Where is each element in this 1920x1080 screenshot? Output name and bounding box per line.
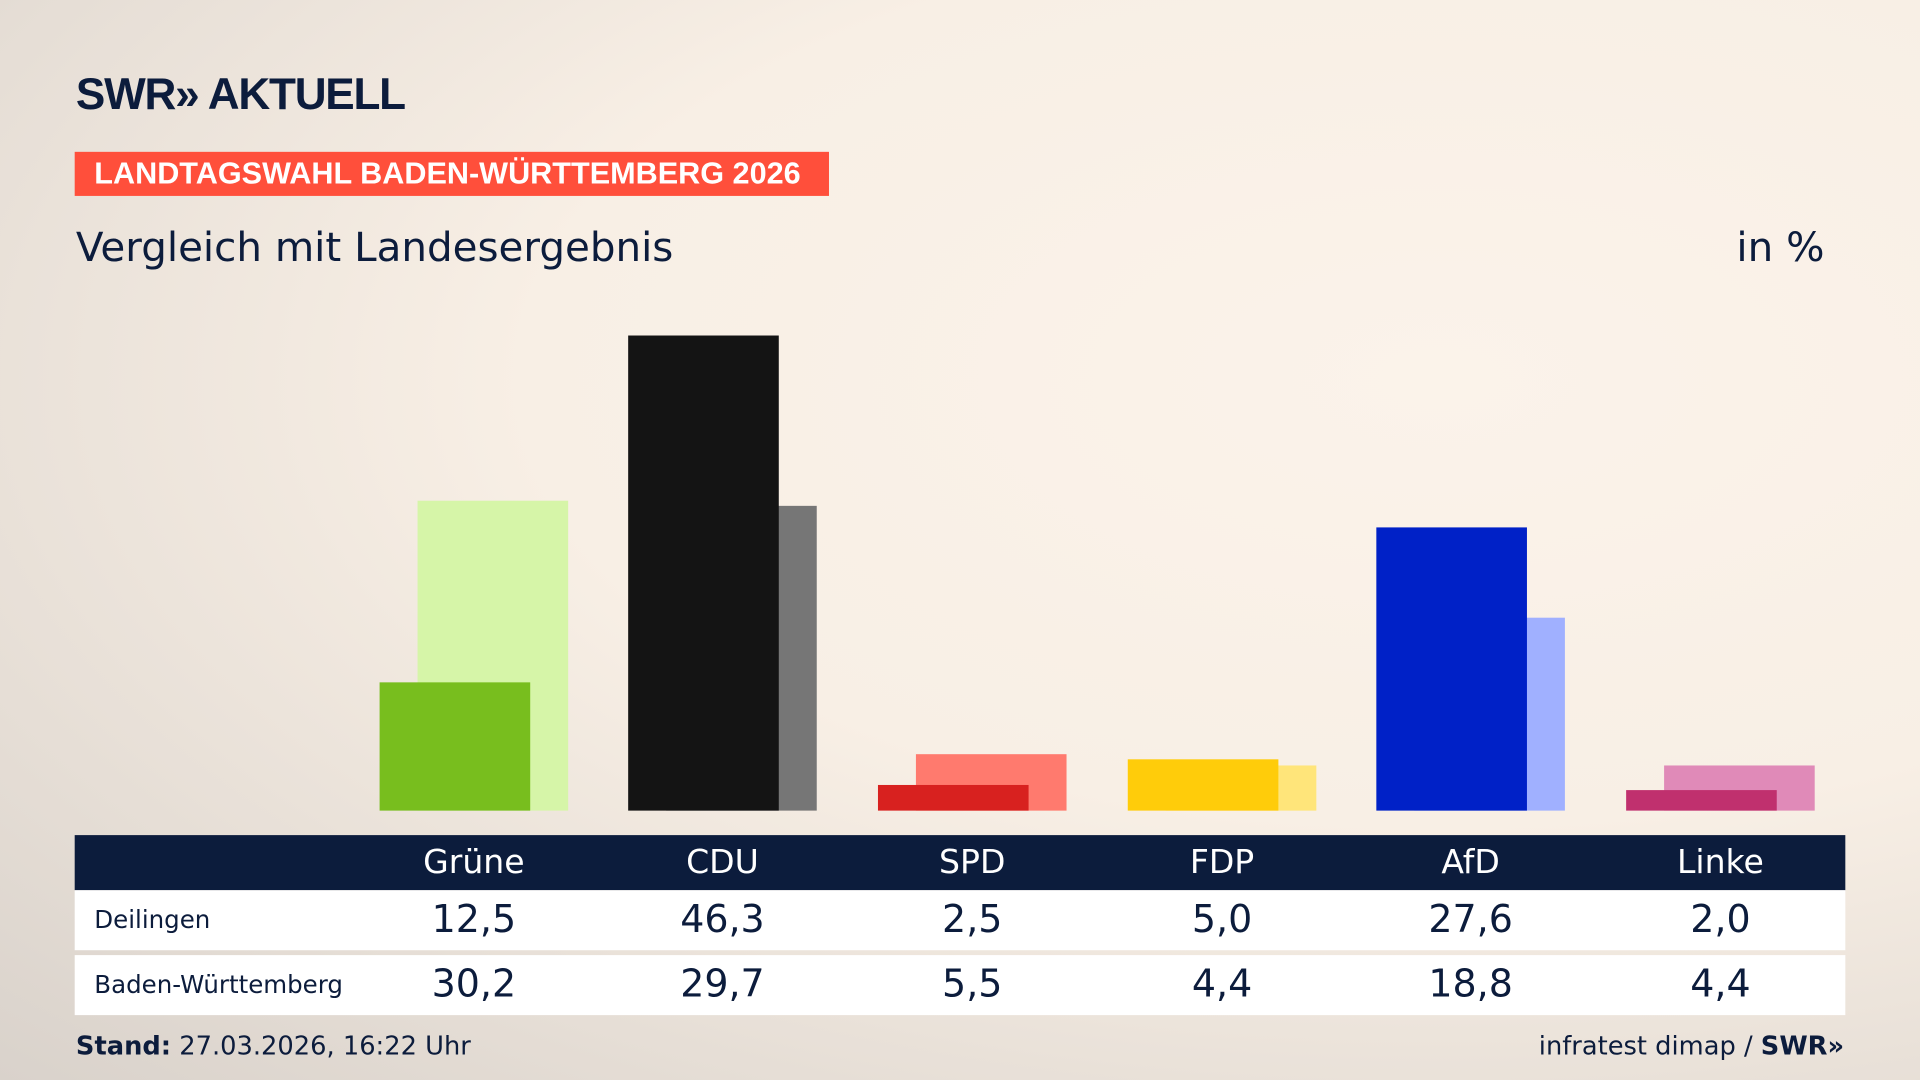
stand-label: Stand: — [75, 1031, 172, 1061]
bar-grüne-deilingen — [379, 682, 531, 811]
party-label: Linke — [1676, 843, 1764, 882]
kicker-banner: LANDTAGSWAHL BADEN-WÜRTTEMBERG 2026 — [74, 151, 829, 196]
swr-aktuell-logo: SWR» AKTUELL — [75, 68, 406, 119]
table-header: Grüne CDU SPD FDP AfD Linke — [74, 835, 1846, 891]
value-cell: 5,5 — [942, 962, 1003, 1007]
unit-label: in % — [1736, 222, 1825, 271]
party-label: SPD — [939, 843, 1006, 882]
value-cell: 12,5 — [431, 897, 517, 942]
bar-cdu-deilingen — [628, 335, 779, 811]
source-credit: infratest dimap / SWR» — [1539, 1031, 1844, 1060]
stand-value: 27.03.2026, 16:22 Uhr — [171, 1031, 471, 1061]
stand-timestamp: Stand: 27.03.2026, 16:22 Uhr — [76, 1031, 471, 1060]
party-label: FDP — [1189, 843, 1255, 882]
bar-linke-deilingen — [1626, 790, 1777, 811]
value-cell: 2,0 — [1690, 897, 1751, 942]
value-cell: 18,8 — [1428, 962, 1513, 1007]
value-cell: 5,0 — [1191, 897, 1253, 942]
row-label: Deilingen — [94, 904, 211, 935]
value-cell: 29,7 — [680, 962, 765, 1007]
value-cell: 46,3 — [680, 897, 765, 942]
table-row: Baden-Württemberg 30,2 29,7 5,5 4,4 18,8 4,4 — [74, 955, 1846, 1016]
value-cell: 4,4 — [1690, 962, 1751, 1007]
bar-chart — [379, 335, 1815, 811]
chart-subtitle: Vergleich mit Landesergebnis — [75, 222, 674, 271]
party-label: Grüne — [423, 843, 525, 882]
value-cell: 4,4 — [1191, 962, 1253, 1007]
bar-spd-deilingen — [877, 784, 1029, 811]
bar-afd-deilingen — [1376, 527, 1527, 811]
value-cell: 27,6 — [1428, 897, 1513, 942]
party-label: CDU — [686, 843, 759, 882]
party-label: AfD — [1441, 843, 1500, 882]
row-label: Baden-Württemberg — [94, 969, 343, 1000]
bar-fdp-deilingen — [1127, 759, 1279, 811]
value-cell: 30,2 — [431, 962, 517, 1007]
table-row: Deilingen 12,5 46,3 2,5 5,0 27,6 2,0 — [74, 890, 1846, 951]
swr-logo-small: SWR» — [1760, 1031, 1845, 1061]
results-table: Grüne CDU SPD FDP AfD Linke Deilingen 12,5 46,… — [74, 835, 1846, 1016]
source-text: infratest dimap / — [1538, 1031, 1761, 1061]
value-cell: 2,5 — [942, 897, 1003, 942]
